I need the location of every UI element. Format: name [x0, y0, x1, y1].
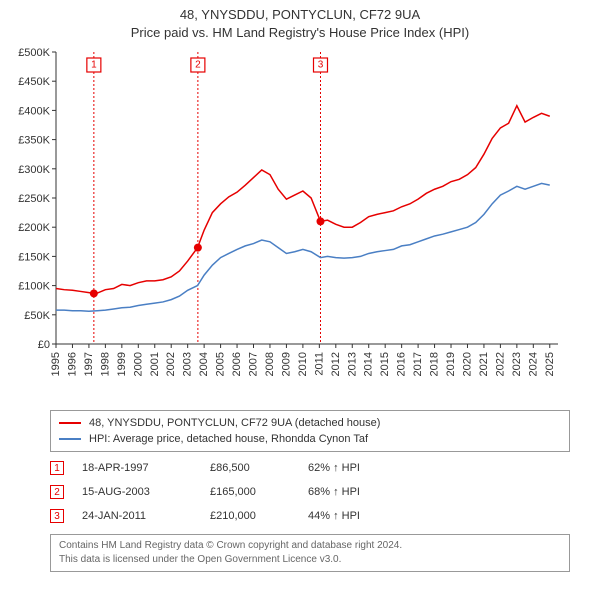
- svg-text:2000: 2000: [132, 352, 144, 376]
- svg-text:£100K: £100K: [18, 281, 50, 293]
- svg-text:2017: 2017: [412, 352, 424, 376]
- svg-text:2020: 2020: [461, 352, 473, 376]
- svg-text:2025: 2025: [544, 352, 556, 376]
- svg-text:1999: 1999: [116, 352, 128, 376]
- svg-text:2001: 2001: [149, 352, 161, 376]
- sale-row-2: 2 15-AUG-2003 £165,000 68% ↑ HPI: [50, 480, 570, 504]
- svg-text:2024: 2024: [527, 352, 539, 376]
- svg-text:2018: 2018: [429, 352, 441, 376]
- legend: 48, YNYSDDU, PONTYCLUN, CF72 9UA (detach…: [50, 410, 570, 452]
- svg-text:2022: 2022: [494, 352, 506, 376]
- svg-text:2007: 2007: [248, 352, 260, 376]
- sale-date-1: 18-APR-1997: [82, 462, 192, 474]
- attribution-line1: Contains HM Land Registry data © Crown c…: [59, 539, 561, 553]
- svg-text:1996: 1996: [66, 352, 78, 376]
- svg-text:£150K: £150K: [18, 252, 50, 264]
- svg-text:2006: 2006: [231, 352, 243, 376]
- legend-row-property: 48, YNYSDDU, PONTYCLUN, CF72 9UA (detach…: [59, 415, 561, 431]
- sale-price-1: £86,500: [210, 462, 290, 474]
- legend-row-hpi: HPI: Average price, detached house, Rhon…: [59, 431, 561, 447]
- title-block: 48, YNYSDDU, PONTYCLUN, CF72 9UA Price p…: [0, 0, 600, 44]
- svg-text:2: 2: [195, 60, 201, 71]
- svg-text:£250K: £250K: [18, 193, 50, 205]
- svg-text:2009: 2009: [280, 352, 292, 376]
- sale-delta-3: 44% ↑ HPI: [308, 510, 570, 522]
- svg-text:£500K: £500K: [18, 47, 50, 59]
- svg-text:2013: 2013: [346, 352, 358, 376]
- legend-label-property: 48, YNYSDDU, PONTYCLUN, CF72 9UA (detach…: [89, 417, 380, 429]
- attribution: Contains HM Land Registry data © Crown c…: [50, 534, 570, 572]
- svg-text:2003: 2003: [182, 352, 194, 376]
- sales-table: 1 18-APR-1997 £86,500 62% ↑ HPI 2 15-AUG…: [50, 456, 570, 528]
- svg-text:£200K: £200K: [18, 223, 50, 235]
- svg-text:1997: 1997: [83, 352, 95, 376]
- svg-text:2014: 2014: [363, 352, 375, 376]
- svg-text:2010: 2010: [297, 352, 309, 376]
- svg-text:2004: 2004: [198, 352, 210, 376]
- chart-container: 48, YNYSDDU, PONTYCLUN, CF72 9UA Price p…: [0, 0, 600, 590]
- address-title: 48, YNYSDDU, PONTYCLUN, CF72 9UA: [0, 6, 600, 24]
- sale-row-3: 3 24-JAN-2011 £210,000 44% ↑ HPI: [50, 504, 570, 528]
- sale-price-2: £165,000: [210, 486, 290, 498]
- subtitle: Price paid vs. HM Land Registry's House …: [0, 24, 600, 42]
- legend-swatch-hpi: [59, 438, 81, 440]
- svg-text:3: 3: [318, 60, 324, 71]
- svg-text:2005: 2005: [215, 352, 227, 376]
- svg-text:2008: 2008: [264, 352, 276, 376]
- sale-delta-2: 68% ↑ HPI: [308, 486, 570, 498]
- svg-text:2002: 2002: [165, 352, 177, 376]
- svg-text:2019: 2019: [445, 352, 457, 376]
- svg-text:£450K: £450K: [18, 77, 50, 89]
- svg-text:2016: 2016: [396, 352, 408, 376]
- svg-text:2015: 2015: [379, 352, 391, 376]
- legend-label-hpi: HPI: Average price, detached house, Rhon…: [89, 433, 368, 445]
- svg-text:£50K: £50K: [24, 310, 50, 322]
- svg-text:1998: 1998: [99, 352, 111, 376]
- sale-price-3: £210,000: [210, 510, 290, 522]
- attribution-line2: This data is licensed under the Open Gov…: [59, 553, 561, 567]
- svg-text:2023: 2023: [511, 352, 523, 376]
- svg-text:2011: 2011: [313, 352, 325, 376]
- svg-text:£0: £0: [38, 339, 50, 351]
- sale-delta-1: 62% ↑ HPI: [308, 462, 570, 474]
- sale-marker-1: 1: [50, 461, 64, 475]
- svg-text:1: 1: [91, 60, 97, 71]
- sale-marker-3: 3: [50, 509, 64, 523]
- svg-text:2012: 2012: [330, 352, 342, 376]
- svg-text:£300K: £300K: [18, 164, 50, 176]
- svg-text:£350K: £350K: [18, 135, 50, 147]
- sale-row-1: 1 18-APR-1997 £86,500 62% ↑ HPI: [50, 456, 570, 480]
- svg-text:£400K: £400K: [18, 106, 50, 118]
- chart-svg: £0 £50K £100K £150K £200K £250K £300K £350K £400…: [10, 44, 570, 404]
- svg-text:1995: 1995: [50, 352, 62, 376]
- svg-text:2021: 2021: [478, 352, 490, 376]
- sale-date-2: 15-AUG-2003: [82, 486, 192, 498]
- chart-area: £0 £50K £100K £150K £200K £250K £300K £350K £400…: [10, 44, 570, 404]
- legend-swatch-property: [59, 422, 81, 424]
- sale-marker-2: 2: [50, 485, 64, 499]
- sale-date-3: 24-JAN-2011: [82, 510, 192, 522]
